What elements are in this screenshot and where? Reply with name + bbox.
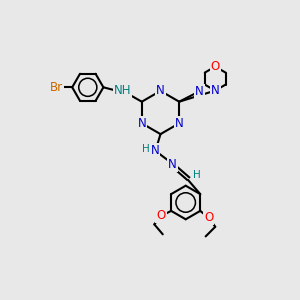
Text: O: O	[204, 211, 213, 224]
Text: H: H	[193, 170, 200, 181]
Text: H: H	[142, 144, 149, 154]
Text: N: N	[168, 158, 177, 172]
Text: O: O	[156, 209, 166, 222]
Text: N: N	[156, 84, 165, 98]
Text: Br: Br	[50, 81, 63, 94]
Text: N: N	[151, 144, 160, 157]
Text: O: O	[211, 60, 220, 73]
Text: N: N	[211, 84, 220, 97]
Text: N: N	[137, 117, 146, 130]
Text: NH: NH	[113, 84, 131, 97]
Text: N: N	[175, 117, 184, 130]
Text: N: N	[195, 85, 204, 98]
